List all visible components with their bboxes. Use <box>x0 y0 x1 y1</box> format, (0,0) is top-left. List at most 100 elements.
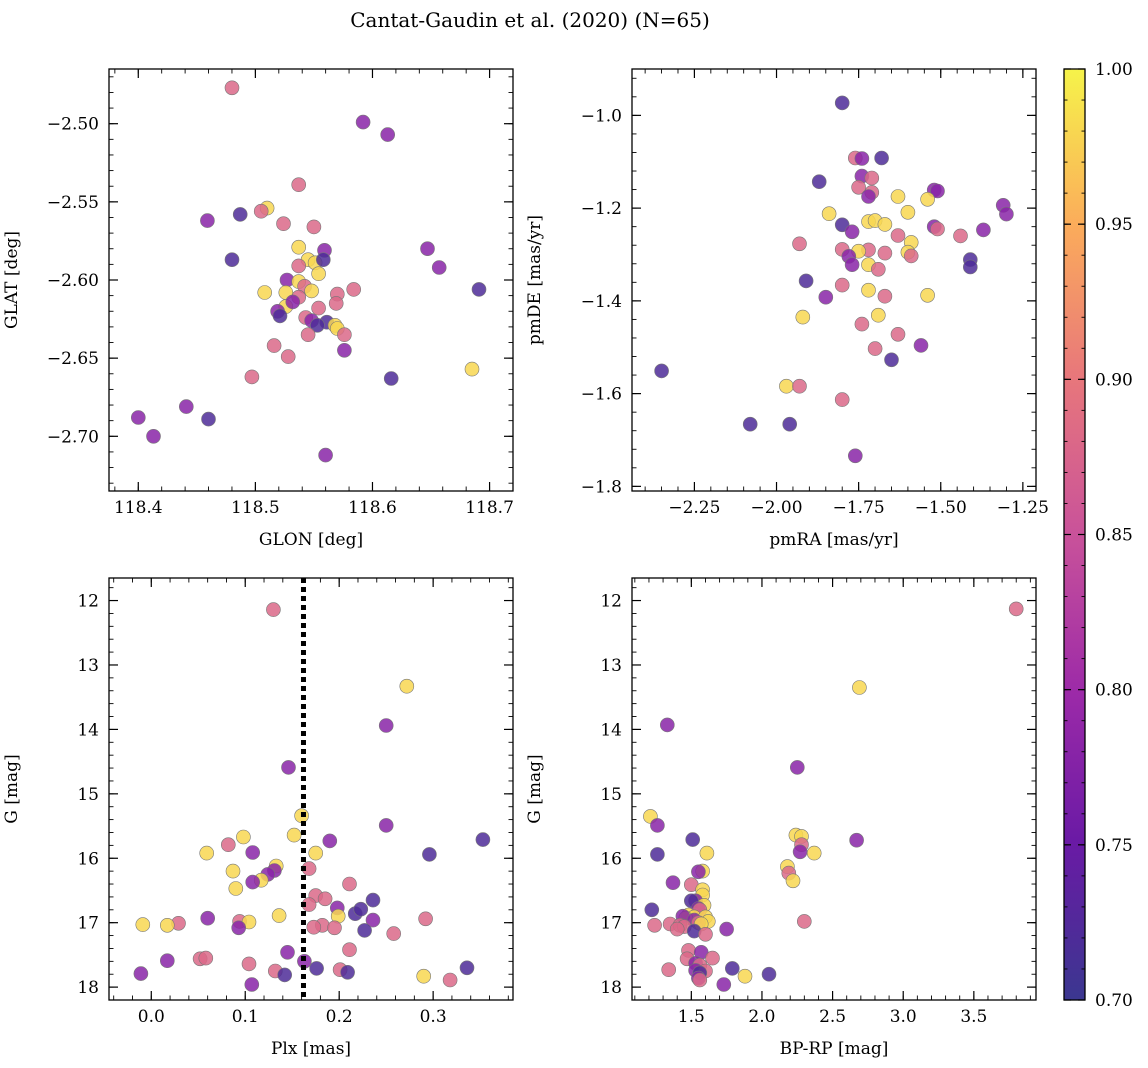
y-tick-label: −2.60 <box>47 271 99 291</box>
data-point <box>459 960 475 976</box>
data-point <box>135 917 151 932</box>
x-tick-label: 2.0 <box>748 1007 775 1027</box>
colorbar-tick-label: 0.75 <box>1095 836 1133 856</box>
data-point <box>890 189 906 204</box>
panel-top-left: 118.4 118.5 118.6 118.7 −2.70 −2.65 −2.60 −2.55… <box>2 68 514 550</box>
x-tick-label: 118.6 <box>348 498 397 518</box>
y-tick-label: 18 <box>77 978 99 998</box>
data-point <box>811 174 827 189</box>
y-tick-label: 17 <box>600 914 622 934</box>
data-point <box>659 717 675 733</box>
data-point <box>999 206 1014 222</box>
data-point <box>245 845 260 860</box>
x-tick-label: −1.50 <box>915 498 967 518</box>
data-point <box>834 392 850 407</box>
data-point <box>272 308 288 324</box>
panel-bottom-left: 0.0 0.1 0.2 0.3 12 13 14 15 16 17 18 Plx [mas] G [ma… <box>2 577 514 1059</box>
data-point <box>818 289 834 305</box>
axes-frame <box>108 68 514 492</box>
data-point <box>365 912 381 928</box>
y-tick-label: −1.4 <box>581 292 622 312</box>
data-point <box>241 956 257 972</box>
x-axis-label: GLON [deg] <box>259 530 363 550</box>
data-point <box>821 206 837 221</box>
data-point <box>198 950 214 966</box>
data-point <box>340 964 355 980</box>
data-point <box>890 326 906 342</box>
data-point <box>306 219 322 235</box>
data-point <box>874 150 889 166</box>
x-tick-label: −2.25 <box>668 498 720 518</box>
data-point <box>228 881 244 896</box>
data-point <box>311 300 326 316</box>
data-point <box>761 966 777 982</box>
x-tick-label: 3.0 <box>890 1007 917 1027</box>
data-point <box>244 977 260 992</box>
data-point <box>337 342 352 358</box>
data-point <box>867 341 883 356</box>
panel-bottom-right: 1.5 2.0 2.5 3.0 3.5 12 13 14 15 16 17 18 BP-RP [mag]… <box>525 577 1037 1059</box>
y-axis-label: pmDE [mas/yr] <box>525 215 545 345</box>
data-point <box>365 892 381 908</box>
colorbar-tick-label: 0.70 <box>1095 991 1133 1011</box>
y-tick-label: 15 <box>77 785 99 805</box>
y-axis-label: GLAT [deg] <box>2 231 22 329</box>
data-point <box>854 151 870 166</box>
data-point <box>386 926 402 941</box>
axes-frame <box>631 68 1037 492</box>
data-point <box>200 910 215 926</box>
colorbar-tick-label: 0.95 <box>1095 215 1133 235</box>
x-tick-label: 2.5 <box>819 1007 846 1027</box>
data-point <box>160 953 175 969</box>
data-point <box>792 378 807 394</box>
data-point <box>698 926 713 942</box>
data-point <box>318 447 333 463</box>
y-axis-label: G [mag] <box>2 754 22 823</box>
data-point <box>337 327 352 343</box>
data-point <box>705 950 720 966</box>
y-tick-label: 13 <box>77 656 99 676</box>
data-point <box>431 260 447 275</box>
y-tick-label: 12 <box>77 592 99 612</box>
data-point <box>847 448 863 464</box>
data-point <box>418 911 433 927</box>
colorbar-tick-label: 0.90 <box>1095 370 1133 390</box>
data-point <box>861 189 876 204</box>
x-axis-label: Plx [mas] <box>271 1039 351 1059</box>
x-tick-label: 0.1 <box>232 1007 259 1027</box>
data-point <box>796 914 812 929</box>
x-tick-label: 118.4 <box>114 498 163 518</box>
x-tick-label: 1.5 <box>678 1007 705 1027</box>
data-point <box>266 602 281 617</box>
data-point <box>699 845 715 861</box>
data-point <box>131 410 146 425</box>
data-point <box>779 378 794 394</box>
points-bottom-left <box>133 602 491 992</box>
data-point <box>399 678 415 694</box>
data-point <box>861 282 876 298</box>
data-point <box>789 760 805 775</box>
data-point <box>792 236 807 252</box>
data-point <box>442 972 458 988</box>
x-tick-label: 0.0 <box>138 1007 165 1027</box>
points-top-left <box>131 80 487 463</box>
y-tick-label: 14 <box>77 720 99 740</box>
y-tick-label: 17 <box>77 914 99 934</box>
data-point <box>920 287 935 303</box>
y-tick-label: −2.50 <box>47 115 99 135</box>
data-point <box>328 296 344 311</box>
colorbar: 0.70 0.75 0.80 0.85 0.90 0.95 1.00 <box>1063 60 1133 1011</box>
data-point <box>286 827 302 843</box>
data-point <box>276 216 291 231</box>
data-point <box>834 95 850 111</box>
x-tick-label: 118.7 <box>465 498 514 518</box>
data-point <box>870 261 886 277</box>
data-point <box>231 920 246 936</box>
x-axis-label: pmRA [mas/yr] <box>769 530 898 550</box>
data-point <box>930 183 945 199</box>
data-point <box>475 832 491 847</box>
data-point <box>854 316 870 332</box>
data-point <box>232 207 248 222</box>
data-point <box>920 192 935 207</box>
data-point <box>647 917 662 933</box>
